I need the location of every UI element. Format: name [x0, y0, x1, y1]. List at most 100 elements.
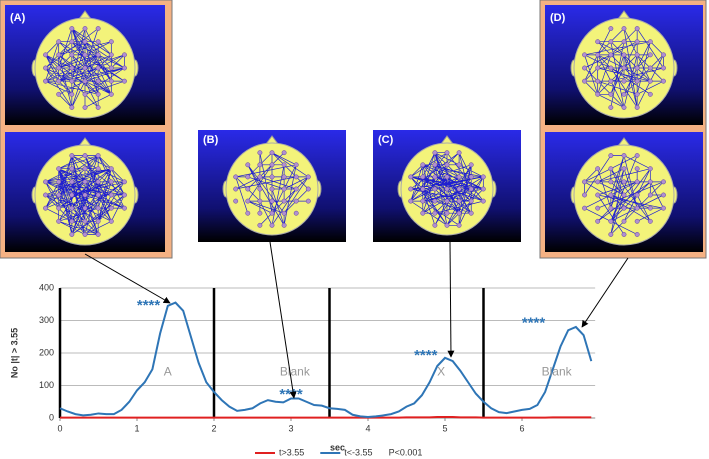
- electrode: [608, 52, 614, 58]
- electrode: [43, 65, 48, 71]
- electrode: [69, 205, 75, 211]
- x-tick-label: 0: [57, 423, 62, 433]
- stars: ****: [279, 386, 303, 403]
- electrode: [108, 166, 114, 172]
- electrode: [582, 52, 587, 58]
- electrode: [582, 65, 587, 71]
- electrode: [621, 65, 627, 71]
- electrode: [634, 153, 640, 158]
- arrow: [84, 253, 171, 304]
- electrode: [95, 179, 101, 185]
- electrode: [608, 192, 614, 198]
- electrode: [281, 186, 287, 192]
- electrode: [233, 186, 239, 192]
- electrode: [634, 105, 640, 110]
- electrode: [408, 186, 414, 192]
- electrode: [647, 52, 653, 58]
- electrode: [608, 232, 614, 237]
- electrode: [468, 198, 474, 204]
- electrode: [595, 192, 601, 198]
- electrode: [69, 39, 75, 45]
- electrode: [432, 210, 438, 216]
- electrode: [69, 192, 75, 198]
- electrode: [647, 218, 653, 224]
- y-axis-label: No |t| > 3.55: [9, 328, 19, 378]
- electrode: [56, 218, 62, 224]
- stars: ****: [414, 347, 438, 364]
- electrode: [444, 222, 450, 228]
- electrode: [108, 192, 114, 198]
- legend-note: P<0.001: [389, 447, 423, 457]
- electrode: [269, 222, 275, 228]
- electrode: [281, 222, 287, 228]
- panel-label: (B): [203, 134, 219, 146]
- electrode: [621, 26, 627, 31]
- electrode: [456, 162, 462, 168]
- x-tick-label: 1: [134, 423, 139, 433]
- electrode: [432, 162, 438, 168]
- electrode: [621, 218, 627, 224]
- electrode: [608, 91, 614, 97]
- electrode: [634, 91, 640, 97]
- electrode: [661, 179, 666, 185]
- electrode: [647, 91, 653, 97]
- legend-label: t>3.55: [279, 447, 304, 457]
- electrode: [293, 174, 299, 180]
- electrode: [95, 26, 101, 31]
- electrode: [269, 210, 275, 216]
- electrode: [595, 91, 601, 97]
- electrode: [82, 192, 88, 198]
- electrode: [43, 192, 48, 198]
- electrode: [456, 186, 462, 192]
- electrode: [456, 150, 462, 156]
- electrode: [269, 162, 275, 168]
- electrode: [595, 39, 601, 45]
- electrode: [245, 174, 251, 180]
- electrode: [108, 78, 114, 84]
- electrode: [95, 153, 101, 158]
- electrode: [69, 26, 75, 31]
- electrode: [408, 198, 414, 204]
- electrode: [634, 166, 640, 172]
- electrode: [257, 198, 263, 204]
- electrode: [245, 186, 251, 192]
- y-tick-label: 400: [39, 282, 54, 292]
- electrode: [456, 210, 462, 216]
- electrode: [621, 232, 627, 237]
- annotation: A: [164, 365, 172, 379]
- electrode: [634, 218, 640, 224]
- electrode: [621, 39, 627, 45]
- stars: ****: [137, 297, 161, 314]
- x-tick-label: 6: [519, 423, 524, 433]
- y-tick-label: 200: [39, 347, 54, 357]
- electrode: [647, 39, 653, 45]
- electrode: [420, 162, 426, 168]
- electrode: [281, 162, 287, 168]
- electrode: [269, 198, 275, 204]
- x-tick-label: 2: [211, 423, 216, 433]
- electrode: [634, 26, 640, 31]
- electrode: [82, 65, 88, 71]
- electrode: [595, 205, 601, 211]
- electrode: [621, 153, 627, 158]
- electrode: [82, 218, 88, 224]
- electrode: [582, 179, 587, 185]
- electrode: [444, 198, 450, 204]
- electrode: [69, 232, 75, 237]
- electrode: [82, 153, 88, 158]
- electrode: [634, 65, 640, 71]
- electrode: [82, 39, 88, 45]
- electrode: [608, 218, 614, 224]
- electrode: [257, 210, 263, 216]
- electrode: [647, 65, 653, 71]
- electrode: [468, 186, 474, 192]
- electrode: [95, 218, 101, 224]
- electrode: [257, 174, 263, 180]
- electrode: [432, 222, 438, 228]
- electrode: [305, 198, 311, 204]
- electrode: [420, 174, 426, 180]
- electrode: [233, 198, 239, 204]
- electrode: [661, 205, 666, 211]
- electrode: [82, 166, 88, 172]
- electrode: [69, 179, 75, 185]
